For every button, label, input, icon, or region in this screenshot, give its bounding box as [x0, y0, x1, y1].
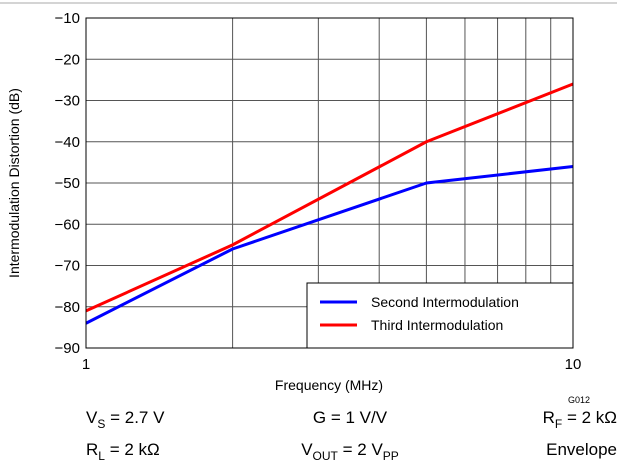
- test-conditions: VS = 2.7 V G = 1 V/V RF = 2 kΩ RL = 2 kΩ VOU…: [86, 408, 617, 463]
- y-tick-label: −90: [55, 340, 80, 357]
- x-axis-label: Frequency (MHz): [275, 377, 383, 393]
- series-line: [85, 82, 574, 313]
- y-tick-label: −80: [55, 299, 80, 316]
- legend-label: Third Intermodulation: [371, 317, 503, 333]
- condition-text: RL = 2 kΩ: [86, 440, 160, 462]
- y-tick-labels: −10 −20 −30 −40 −50 −60 −70 −80 −90: [55, 10, 80, 357]
- y-tick-label: −60: [55, 216, 80, 233]
- y-tick-label: −50: [55, 175, 80, 192]
- y-tick-label: −20: [55, 51, 80, 68]
- x-tick-label: 10: [565, 356, 582, 373]
- x-tick-label: 1: [82, 356, 90, 373]
- y-tick-label: −10: [55, 10, 80, 27]
- condition-text: G = 1 V/V: [313, 408, 388, 427]
- series-lines: [85, 82, 574, 325]
- y-axis-label: Intermodulation Distortion (dB): [6, 88, 22, 278]
- condition-text: RF = 2 kΩ: [543, 408, 617, 431]
- legend-label: Second Intermodulation: [371, 294, 519, 310]
- legend: Second Intermodulation Third Intermodulat…: [306, 282, 574, 349]
- condition-text: Envelope: [546, 440, 617, 459]
- legend-box: [306, 282, 574, 349]
- y-tick-label: −70: [55, 258, 80, 275]
- condition-text: VS = 2.7 V: [86, 408, 165, 431]
- condition-text: VOUT = 2 VPP: [301, 440, 399, 462]
- y-tick-label: −30: [55, 93, 80, 110]
- y-tick-label: −40: [55, 134, 80, 151]
- figure-code: G012: [568, 395, 590, 405]
- x-tick-labels: 1 10: [82, 356, 582, 373]
- series-line: [85, 165, 574, 325]
